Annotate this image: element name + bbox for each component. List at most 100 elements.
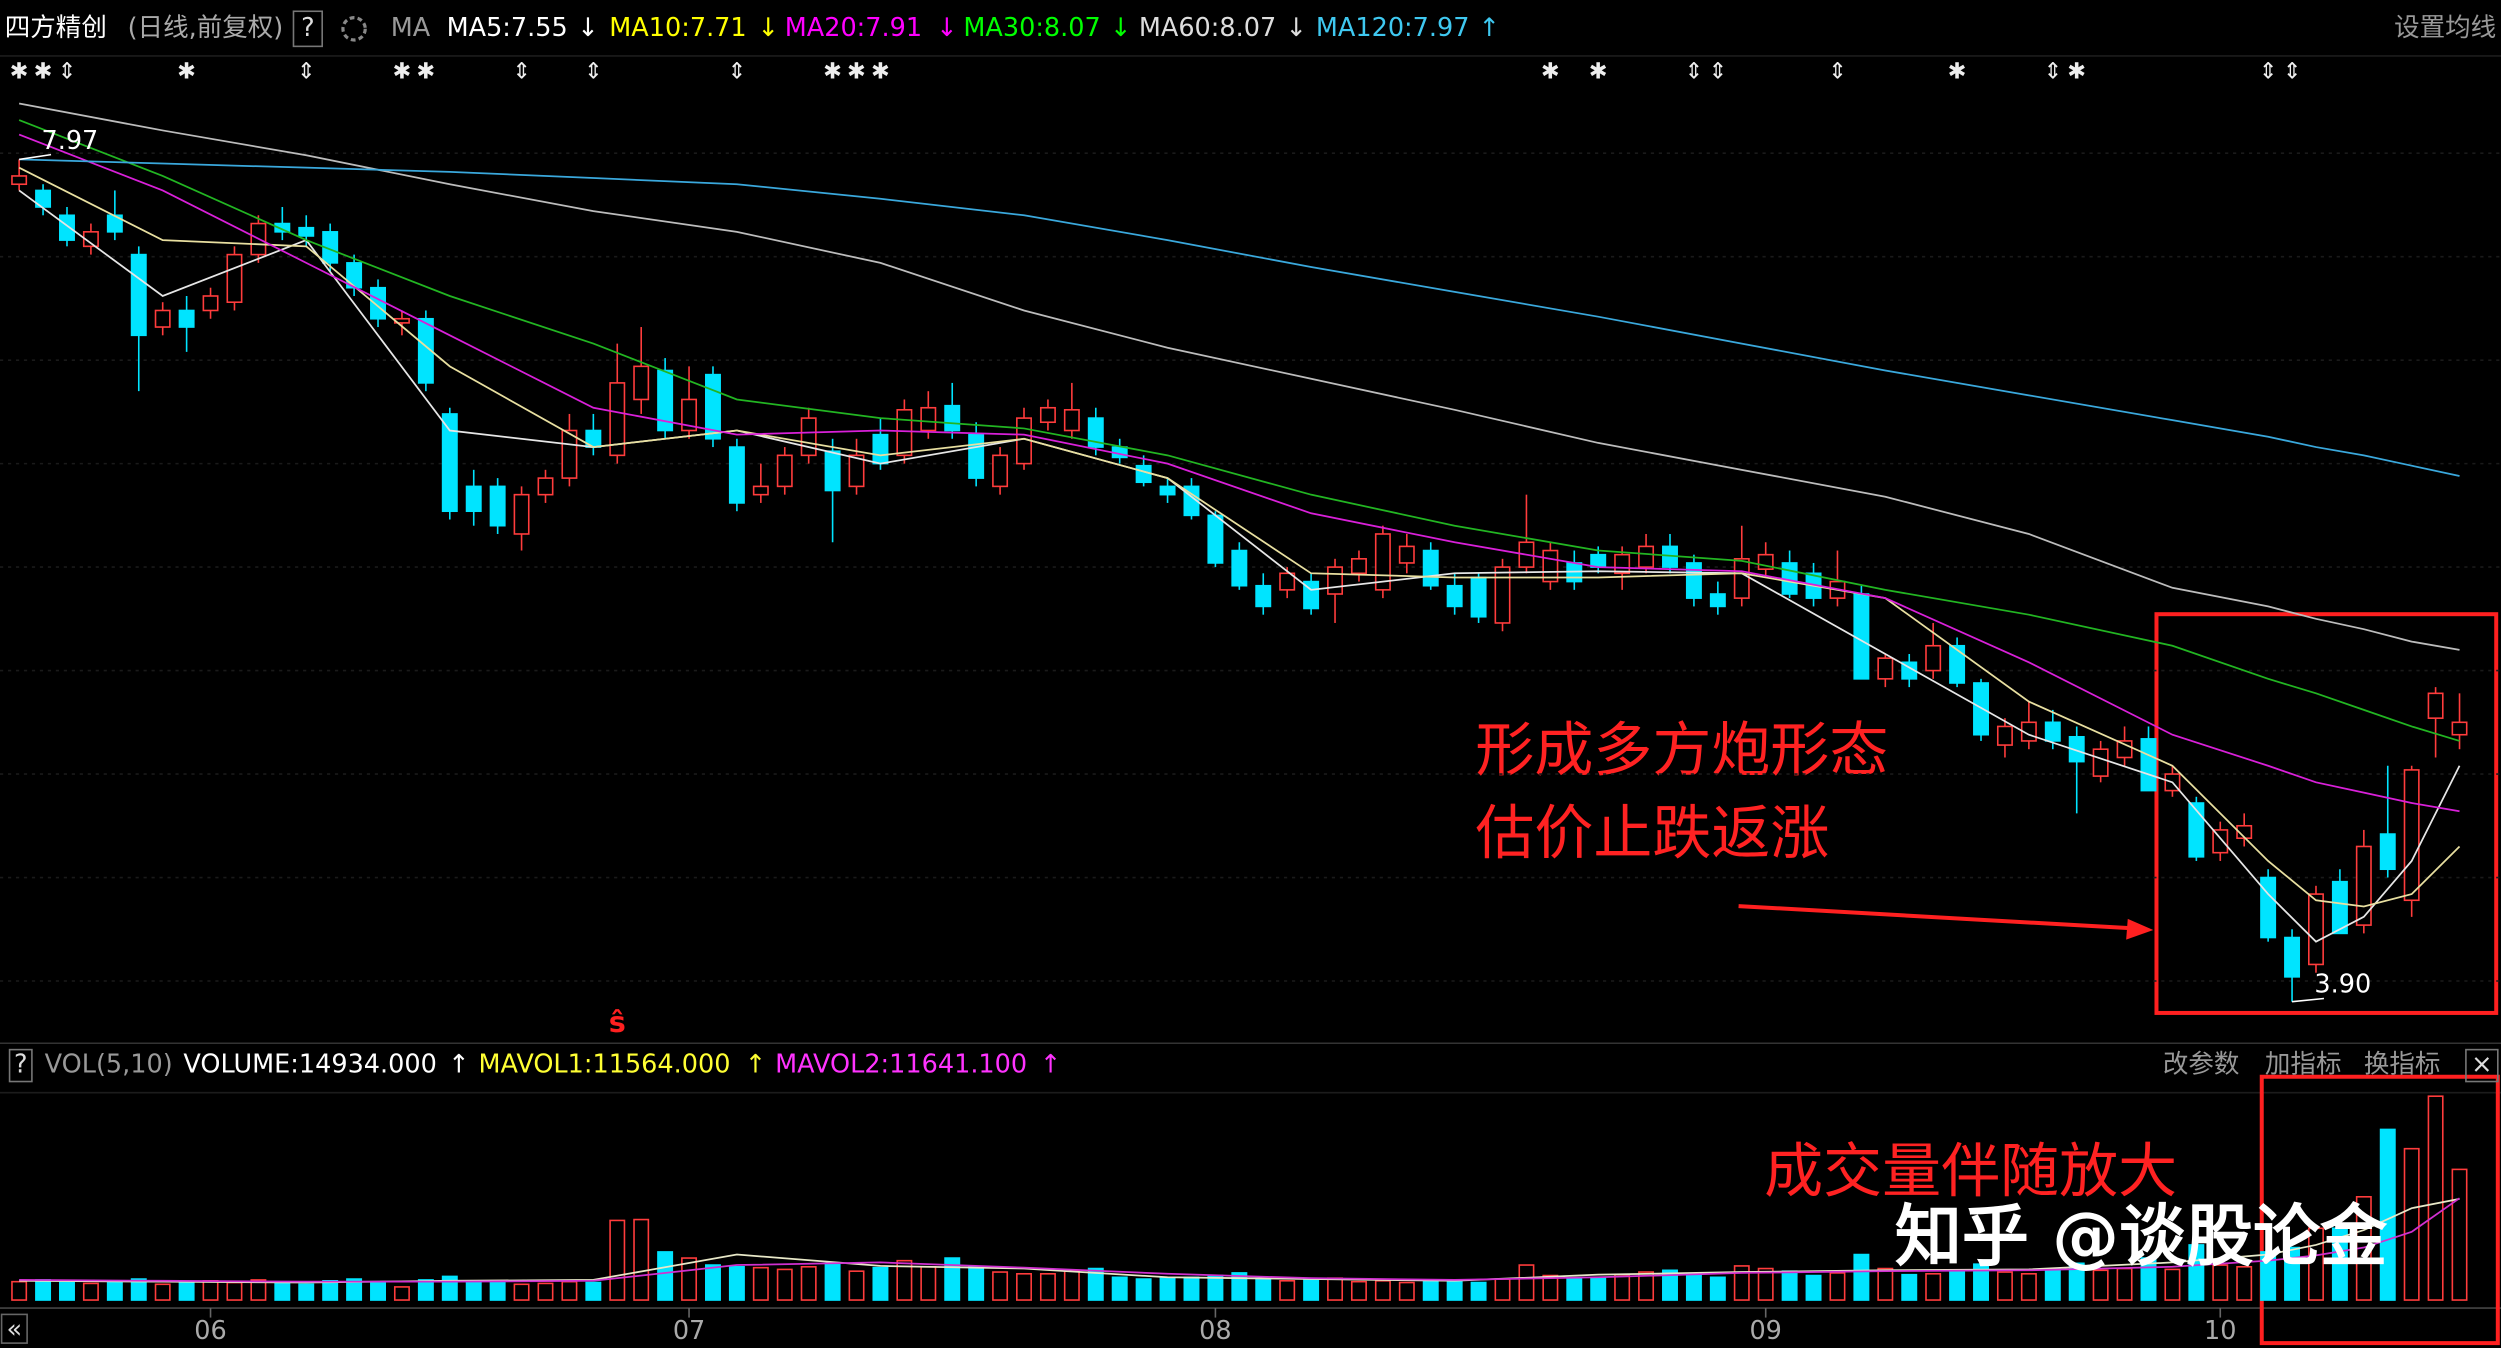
mavol-line [19,1197,2461,1283]
volume-bar [561,1280,578,1301]
candle-body [2044,721,2061,742]
event-marker: ⇕ [1685,58,1704,84]
volume-bar [2331,1227,2348,1301]
candle-body [1350,558,1367,575]
candle-body [1279,572,1296,591]
candle-body [1949,644,1966,684]
volume-bar [1518,1264,1535,1301]
candle-body [1327,566,1344,595]
note: 估价止跌返涨 [1475,799,1829,868]
legend-trend: ↓ [577,13,598,43]
candle-body [2427,692,2444,719]
help-box[interactable] [8,1048,33,1083]
volume-bar [1446,1280,1463,1301]
legend-entry: MA30:8.07 [963,13,1100,43]
scroll[interactable]: « [7,1314,23,1344]
volume-bar [2403,1147,2420,1301]
volume-bar [1638,1271,1655,1301]
vol-legend: VOLUME:14934.000 [183,1050,436,1080]
candle-body [920,406,937,432]
volume-bar [1877,1267,1894,1301]
event-marker: ✱ [417,58,436,84]
signal-marker: ŝ [609,1005,626,1039]
volume-bar [800,1266,817,1301]
candle-body [992,454,1009,488]
ma-line [18,133,2460,813]
event-marker: ⇕ [584,58,603,84]
candle-body [896,409,913,457]
volume-bar [1590,1276,1607,1301]
volume-bar [944,1257,961,1301]
volume-bar [1829,1272,1846,1301]
candle-body [11,175,28,186]
volume-bar [417,1279,434,1301]
volume-bar [1087,1267,1104,1301]
volume-bar [2260,1251,2277,1301]
candle-body [2188,802,2205,858]
volume-bar [1398,1281,1415,1301]
candle-body [1925,644,1942,672]
x-tick-label: 08 [1199,1316,1231,1346]
volume-bar [1853,1253,1870,1301]
volume-bar [968,1266,985,1301]
settings-gear[interactable] [341,16,367,42]
candle-body [1135,464,1152,484]
volume-bar [2092,1269,2109,1301]
x-tick-label: 09 [1749,1316,1781,1346]
candle-body [681,398,698,432]
volume-bar [1016,1273,1032,1301]
volume-bar [1135,1278,1152,1301]
help-box[interactable] [292,10,323,48]
volume-bar [1733,1265,1750,1301]
volume-bar [2140,1257,2157,1301]
event-marker: ✱ [2067,58,2086,84]
highlight-box [2154,612,2499,1015]
legend-trend: ↑ [1040,1050,1061,1080]
volume-bar [2379,1128,2396,1301]
volume-bar [250,1279,267,1301]
volume-bar [824,1262,841,1301]
event-marker: ✱ [393,58,412,84]
volume-bar [1925,1273,1942,1301]
highlight-box [2259,1074,2500,1346]
volume-bar [1566,1277,1583,1301]
event-marker: ⇕ [2043,58,2062,84]
volume-bar [681,1257,698,1301]
volume-bar [35,1279,52,1301]
legend-entry: MAVOL2:11641.100 [775,1050,1027,1080]
volume-bar [1542,1274,1559,1301]
event-marker: ⇕ [2259,58,2278,84]
close[interactable]: × [2471,1050,2492,1080]
candle-body [633,365,650,401]
panel-button: 加指标 [2265,1050,2342,1080]
legend-entry: MA20:7.91 [785,13,922,43]
vol-help[interactable]: ? [14,1050,28,1080]
note: 成交量伴随放大 [1764,1137,2177,1206]
volume-bar [11,1280,28,1301]
candle-body [800,417,817,457]
candle-body [513,493,530,535]
volume-bar [1303,1279,1320,1301]
candle-body [609,382,626,457]
event-marker: ✱ [34,58,53,84]
volume-bar [1231,1272,1248,1301]
volume-bar [2236,1266,2253,1301]
close-box[interactable] [2465,1048,2499,1083]
candle-body [2451,721,2468,736]
event-marker: ✱ [871,58,890,84]
candle-body [776,454,793,488]
candle-body [2308,893,2324,966]
help[interactable]: ? [301,13,315,43]
volume-bar [1422,1280,1439,1301]
legend-entry: MA10:7.71 [609,13,746,43]
candle-body [154,309,171,328]
scroll-box[interactable] [0,1313,28,1344]
volume-bar [2451,1168,2468,1301]
volume-bar [728,1266,745,1301]
settings-link[interactable]: 设置均线 [2394,13,2496,43]
volume-bar [322,1280,339,1301]
volume-bar [1374,1280,1391,1301]
volume-bar [1614,1273,1631,1301]
volume-bar [872,1266,889,1301]
